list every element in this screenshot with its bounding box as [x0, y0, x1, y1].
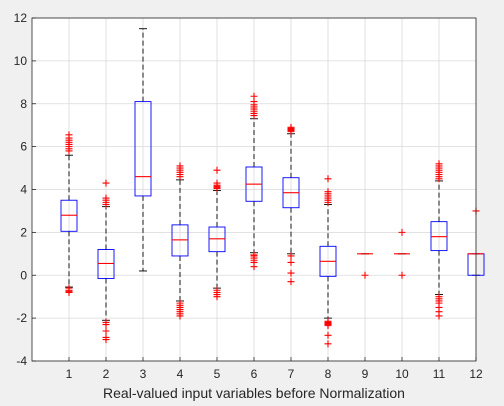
outlier-marker — [65, 131, 73, 139]
outlier-marker — [287, 258, 295, 266]
x-tick-label: 6 — [251, 367, 258, 381]
outlier-marker — [287, 252, 295, 260]
outlier-marker — [176, 312, 184, 320]
outlier-marker — [213, 293, 221, 301]
x-tick-label: 7 — [288, 367, 295, 381]
outlier-marker — [287, 269, 295, 277]
box-6 — [245, 92, 263, 271]
outlier-marker — [213, 166, 221, 174]
box-8 — [319, 175, 337, 348]
box-1 — [60, 131, 78, 296]
y-tick-label: -2 — [16, 311, 27, 325]
outlier-marker — [287, 278, 295, 286]
box-10 — [394, 228, 410, 279]
outlier-marker — [102, 179, 110, 187]
box-5 — [208, 166, 226, 301]
outlier-marker — [324, 188, 332, 196]
box-iqr — [134, 101, 152, 197]
x-tick-label: 10 — [395, 367, 409, 381]
outlier-marker — [102, 321, 110, 329]
y-tick-label: 4 — [20, 183, 27, 197]
box-3 — [134, 28, 152, 272]
outlier-marker — [250, 92, 258, 100]
outlier-marker — [435, 312, 443, 320]
y-tick-label: 10 — [14, 54, 28, 68]
box-2 — [97, 179, 115, 344]
x-tick-label: 4 — [177, 367, 184, 381]
x-axis-label: Real-valued input variables before Norma… — [103, 385, 405, 401]
y-tick-label: 12 — [14, 11, 28, 25]
box-9 — [357, 253, 373, 279]
outlier-marker — [324, 340, 332, 348]
outlier-marker — [102, 327, 110, 335]
x-tick-label: 3 — [140, 367, 147, 381]
x-tick-label: 9 — [362, 367, 369, 381]
y-tick-label: 2 — [20, 225, 27, 239]
x-tick-label: 12 — [469, 367, 483, 381]
x-tick-label: 11 — [433, 367, 446, 381]
outlier-marker — [324, 331, 332, 339]
box-11 — [430, 160, 448, 320]
outlier-marker — [102, 336, 110, 344]
outlier-marker — [287, 123, 295, 131]
y-tick-label: 6 — [20, 140, 27, 154]
box-4 — [171, 162, 189, 320]
outlier-marker — [65, 288, 73, 296]
outlier-marker — [213, 179, 221, 187]
outlier-marker — [361, 271, 369, 279]
x-tick-label: 8 — [325, 367, 332, 381]
outlier-marker — [398, 271, 406, 279]
outlier-marker — [102, 194, 110, 202]
outlier-marker — [324, 175, 332, 183]
outlier-marker — [398, 228, 406, 236]
outlier-marker — [435, 160, 443, 168]
x-tick-label: 5 — [214, 367, 221, 381]
outlier-marker — [250, 251, 258, 259]
y-tick-label: -4 — [16, 354, 27, 368]
box-7 — [282, 123, 300, 286]
y-tick-label: 0 — [20, 268, 27, 282]
y-tick-label: 8 — [20, 97, 27, 111]
outlier-marker — [176, 162, 184, 170]
outlier-marker — [324, 322, 332, 330]
box-layer — [60, 28, 485, 348]
x-tick-label: 2 — [103, 367, 110, 381]
x-tick-label: 1 — [66, 367, 73, 381]
